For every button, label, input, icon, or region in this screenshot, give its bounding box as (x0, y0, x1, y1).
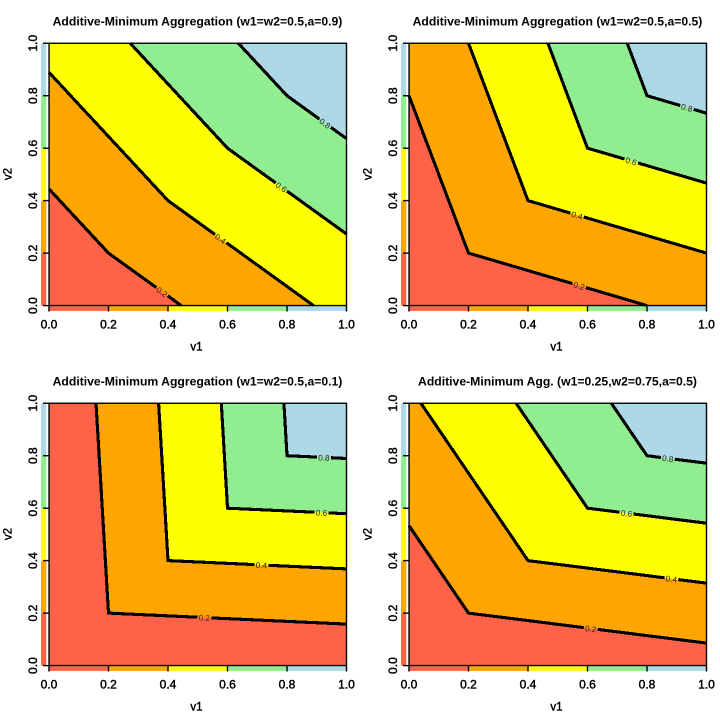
svg-text:v2: v2 (2, 168, 14, 180)
svg-text:0.8: 0.8 (279, 317, 296, 331)
svg-text:0.0: 0.0 (41, 317, 58, 331)
svg-text:0.4: 0.4 (520, 317, 537, 331)
svg-text:0.2: 0.2 (100, 317, 117, 331)
svg-text:1.0: 1.0 (26, 35, 40, 52)
svg-text:0.6: 0.6 (26, 140, 40, 157)
svg-text:v1: v1 (550, 702, 562, 714)
svg-text:0.0: 0.0 (26, 657, 40, 674)
svg-text:0.8: 0.8 (386, 447, 400, 464)
svg-text:0.6: 0.6 (219, 677, 236, 691)
svg-text:0.6: 0.6 (624, 156, 638, 168)
svg-text:0.4: 0.4 (160, 677, 177, 691)
svg-text:1.0: 1.0 (698, 317, 715, 331)
svg-text:Additive-Minimum Aggregation (: Additive-Minimum Aggregation (w1=w2=0.5,… (53, 15, 343, 29)
svg-text:0.0: 0.0 (401, 677, 418, 691)
svg-text:0.2: 0.2 (198, 613, 210, 623)
svg-text:0.6: 0.6 (219, 317, 236, 331)
svg-text:0.8: 0.8 (26, 87, 40, 104)
svg-text:0.4: 0.4 (26, 192, 40, 209)
svg-text:v2: v2 (362, 168, 374, 180)
svg-text:1.0: 1.0 (386, 35, 400, 52)
svg-text:0.4: 0.4 (386, 192, 400, 209)
svg-text:1.0: 1.0 (338, 677, 355, 691)
svg-text:0.0: 0.0 (386, 297, 400, 314)
svg-text:0.2: 0.2 (26, 604, 40, 621)
svg-text:0.0: 0.0 (386, 657, 400, 674)
svg-text:0.2: 0.2 (584, 624, 597, 634)
svg-text:0.2: 0.2 (26, 244, 40, 261)
svg-text:0.2: 0.2 (100, 677, 117, 691)
svg-text:1.0: 1.0 (338, 317, 355, 331)
svg-text:1.0: 1.0 (386, 395, 400, 412)
svg-text:0.6: 0.6 (26, 500, 40, 517)
svg-text:0.0: 0.0 (401, 317, 418, 331)
svg-text:0.4: 0.4 (386, 552, 400, 569)
svg-text:v2: v2 (362, 528, 374, 540)
svg-text:0.6: 0.6 (620, 509, 633, 519)
svg-text:0.4: 0.4 (255, 561, 267, 571)
svg-text:0.8: 0.8 (386, 87, 400, 104)
svg-text:0.6: 0.6 (579, 677, 596, 691)
svg-text:0.4: 0.4 (520, 677, 537, 691)
svg-text:Additive-Minimum Agg. (w1=0.25: Additive-Minimum Agg. (w1=0.25,w2=0.75,a… (418, 375, 697, 389)
svg-text:Additive-Minimum Aggregation (: Additive-Minimum Aggregation (w1=w2=0.5,… (413, 15, 703, 29)
svg-text:0.4: 0.4 (26, 552, 40, 569)
svg-text:0.4: 0.4 (570, 210, 584, 222)
svg-text:0.2: 0.2 (460, 677, 477, 691)
svg-text:v2: v2 (2, 528, 14, 540)
svg-text:0.2: 0.2 (572, 280, 586, 292)
svg-text:0.0: 0.0 (41, 677, 58, 691)
svg-text:0.4: 0.4 (160, 317, 177, 331)
svg-text:0.6: 0.6 (386, 140, 400, 157)
svg-text:0.6: 0.6 (316, 508, 328, 518)
svg-text:0.8: 0.8 (661, 454, 674, 464)
svg-text:0.2: 0.2 (386, 604, 400, 621)
svg-text:1.0: 1.0 (698, 677, 715, 691)
svg-text:0.0: 0.0 (26, 297, 40, 314)
svg-text:0.6: 0.6 (386, 500, 400, 517)
svg-text:v1: v1 (190, 342, 202, 354)
svg-text:0.8: 0.8 (318, 453, 330, 463)
svg-text:0.2: 0.2 (386, 244, 400, 261)
svg-text:v1: v1 (550, 342, 562, 354)
svg-text:0.6: 0.6 (579, 317, 596, 331)
svg-text:1.0: 1.0 (26, 395, 40, 412)
svg-text:Additive-Minimum Aggregation (: Additive-Minimum Aggregation (w1=w2=0.5,… (53, 375, 343, 389)
svg-text:0.8: 0.8 (639, 677, 656, 691)
svg-text:0.8: 0.8 (279, 677, 296, 691)
svg-text:0.8: 0.8 (26, 447, 40, 464)
svg-text:v1: v1 (190, 702, 202, 714)
svg-text:0.4: 0.4 (665, 574, 678, 584)
svg-text:0.8: 0.8 (639, 317, 656, 331)
svg-text:0.8: 0.8 (680, 102, 694, 114)
svg-text:0.2: 0.2 (460, 317, 477, 331)
